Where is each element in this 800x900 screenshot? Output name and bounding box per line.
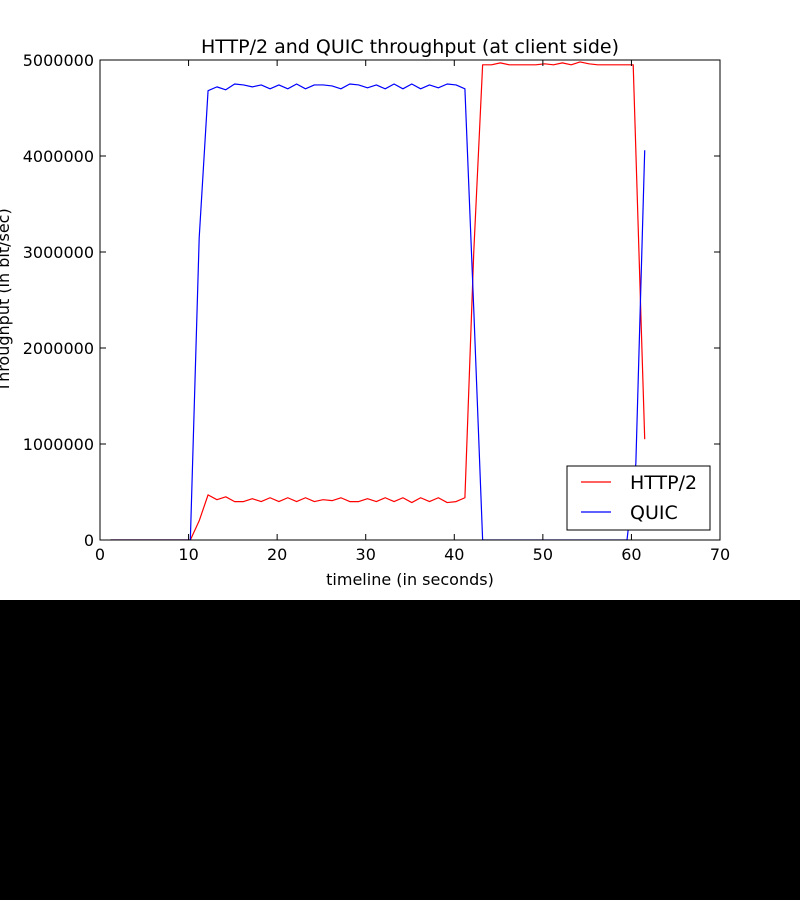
y-tick-label: 3000000 bbox=[23, 243, 94, 262]
series-line-http2 bbox=[110, 61, 646, 540]
chart-figure: HTTP/2 and QUIC throughput (at client si… bbox=[0, 0, 800, 600]
x-axis-label: timeline (in seconds) bbox=[326, 570, 494, 589]
y-tick-label: 2000000 bbox=[23, 339, 94, 358]
y-tick-label: 5000000 bbox=[23, 51, 94, 70]
x-tick-label: 40 bbox=[444, 545, 464, 564]
x-tick-label: 10 bbox=[178, 545, 198, 564]
ticks-layer: 0 10 20 30 40 50 60 70 0 1000000 2000000 3000000 400… bbox=[23, 51, 730, 564]
x-tick-label: 50 bbox=[533, 545, 553, 564]
black-background-area bbox=[0, 600, 800, 900]
chart-title: HTTP/2 and QUIC throughput (at client si… bbox=[201, 36, 619, 58]
legend: HTTP/2 QUIC bbox=[566, 465, 711, 531]
chart-svg: HTTP/2 and QUIC throughput (at client si… bbox=[0, 36, 730, 589]
series-line-quic bbox=[110, 83, 646, 540]
y-tick-label: 0 bbox=[84, 531, 94, 550]
y-axis-label: Throughput (in bit/sec) bbox=[0, 208, 13, 392]
series-layer bbox=[110, 61, 646, 540]
legend-label-quic: QUIC bbox=[630, 502, 678, 524]
x-tick-label: 30 bbox=[356, 545, 376, 564]
y-tick-label: 4000000 bbox=[23, 147, 94, 166]
legend-label-http2: HTTP/2 bbox=[630, 472, 697, 494]
y-tick-label: 1000000 bbox=[23, 435, 94, 454]
x-tick-label: 60 bbox=[621, 545, 641, 564]
x-tick-label: 70 bbox=[710, 545, 730, 564]
x-tick-label: 20 bbox=[267, 545, 287, 564]
plot-frame bbox=[99, 59, 721, 541]
x-tick-label: 0 bbox=[95, 545, 105, 564]
legend-box bbox=[566, 465, 711, 531]
